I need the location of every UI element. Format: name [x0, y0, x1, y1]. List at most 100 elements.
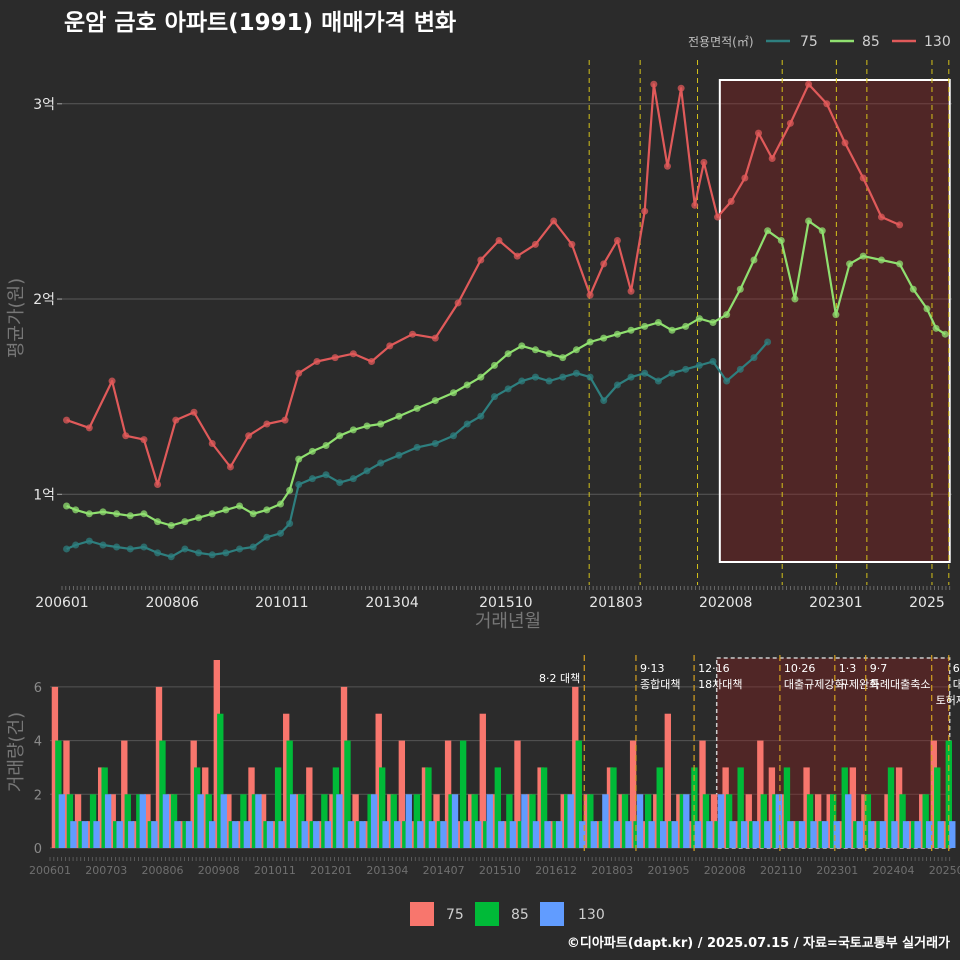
volume-bar-130	[660, 821, 667, 848]
volume-bar-85	[910, 821, 918, 848]
volume-bar-130	[278, 821, 285, 848]
point-75	[545, 377, 553, 385]
point-85	[463, 381, 471, 389]
volume-bar-75	[421, 767, 429, 848]
volume-bar-85	[113, 821, 120, 848]
point-75	[308, 475, 316, 483]
volume-bar-85	[853, 821, 860, 848]
volume-bar-130	[717, 794, 725, 848]
volume-bar-85	[390, 794, 397, 848]
volume-bar-75	[872, 821, 880, 848]
point-130	[691, 201, 699, 209]
volume-bar-75	[306, 767, 313, 848]
policy-label-1: 종합대책	[640, 678, 680, 691]
volume-bar-85	[864, 794, 872, 848]
point-75	[208, 551, 216, 559]
volume-bar-75	[329, 794, 336, 848]
volume-bar-75	[537, 767, 544, 848]
point-85	[167, 522, 175, 530]
point-75	[736, 365, 744, 373]
volume-x-tick-11: 201905	[648, 864, 690, 877]
volume-bar-130	[139, 794, 146, 848]
point-85	[586, 338, 594, 346]
volume-bar-85	[78, 821, 85, 848]
point-75	[181, 545, 189, 553]
volume-bar-75	[548, 821, 556, 848]
volume-bar-85	[89, 794, 97, 848]
x-tick-label-8: 2025	[909, 595, 945, 611]
bottom-legend: 75 85 130	[410, 902, 605, 926]
volume-bar-130	[833, 821, 840, 848]
point-85	[736, 285, 744, 293]
volume-x-tick-7: 201407	[423, 864, 465, 877]
volume-bar-130	[255, 794, 262, 848]
volume-bar-85	[471, 794, 478, 848]
policy-label-0: 8·2 대책	[539, 672, 580, 685]
point-130	[613, 236, 621, 244]
volume-bar-85	[679, 794, 687, 848]
volume-bar-75	[340, 686, 348, 848]
volume-x-tick-3: 200908	[198, 864, 240, 877]
volume-bar-75	[294, 794, 301, 848]
point-85	[600, 334, 608, 342]
volume-bar-85	[448, 794, 455, 848]
volume-bar-130	[891, 821, 898, 848]
point-75	[322, 471, 330, 479]
volume-bar-130	[128, 821, 135, 848]
volume-bar-75	[583, 794, 591, 848]
volume-bar-85	[806, 794, 814, 848]
volume-bar-130	[532, 821, 540, 848]
volume-x-tick-9: 201612	[535, 864, 577, 877]
volume-x-tick-10: 201803	[591, 864, 633, 877]
volume-y-tick-0: 0	[34, 842, 42, 857]
volume-bar-130	[879, 821, 887, 848]
volume-bar-75	[398, 740, 406, 848]
volume-bar-75	[699, 740, 706, 848]
volume-bar-130	[555, 821, 563, 848]
volume-bar-75	[919, 794, 926, 848]
volume-bar-75	[109, 794, 116, 848]
policy-label-6: 6·27	[953, 662, 960, 675]
volume-bar-75	[884, 794, 891, 848]
volume-bar-85	[425, 767, 432, 848]
volume-bar-130	[209, 821, 216, 848]
point-75	[709, 358, 717, 366]
volume-bar-130	[498, 821, 505, 848]
point-130	[477, 256, 485, 264]
point-75	[641, 369, 649, 377]
point-75	[99, 541, 107, 549]
point-75	[668, 369, 676, 377]
point-85	[695, 315, 703, 323]
point-85	[277, 500, 285, 508]
point-85	[859, 252, 867, 260]
volume-bar-75	[664, 713, 671, 848]
point-85	[723, 311, 731, 319]
bottom-legend-swatch-75	[410, 902, 434, 926]
point-85	[709, 318, 717, 326]
volume-bar-75	[722, 767, 729, 848]
volume-bar-75	[653, 794, 660, 848]
volume-bar-130	[151, 821, 158, 848]
volume-bar-130	[336, 794, 343, 848]
point-130	[650, 80, 658, 88]
point-130	[877, 213, 885, 221]
volume-x-tick-13: 202110	[760, 864, 802, 877]
point-85	[263, 506, 271, 514]
volume-bar-130	[324, 821, 332, 848]
point-130	[295, 369, 303, 377]
volume-y-tick-1: 2	[34, 788, 42, 803]
volume-bar-85	[633, 821, 640, 848]
volume-x-tick-16: 202507	[929, 864, 960, 877]
volume-bar-85	[887, 767, 895, 848]
y-tick-label-2: 3억	[33, 97, 55, 113]
top-legend: 전용면적(㎡) 75 85 130	[688, 34, 951, 50]
point-75	[295, 481, 303, 489]
point-75	[395, 451, 403, 459]
point-75	[126, 545, 134, 553]
footer-credit: ©디아파트(dapt.kr) / 2025.07.15 / 자료=국토교통부 실…	[567, 935, 950, 951]
volume-bar-75	[687, 821, 695, 848]
volume-bar-130	[266, 821, 274, 848]
volume-bar-75	[745, 794, 752, 848]
series-line-75	[66, 341, 769, 558]
point-130	[63, 416, 71, 424]
